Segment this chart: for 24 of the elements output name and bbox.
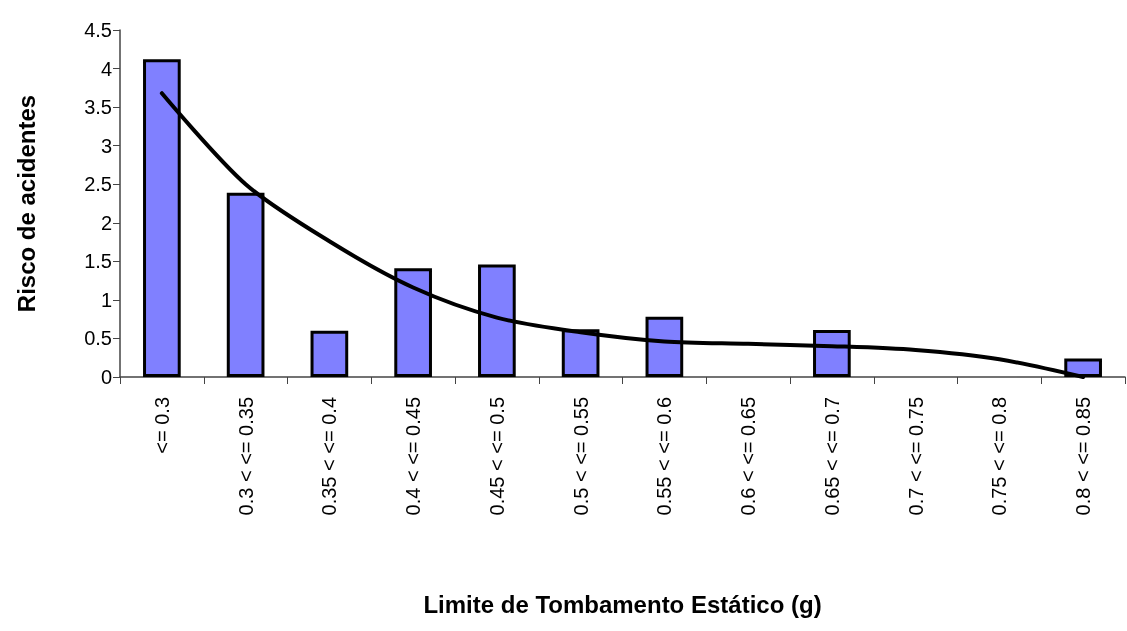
x-tick-label: 0.8 < <= 0.85 (1072, 397, 1095, 516)
y-tick-label: 3.5 (84, 96, 112, 119)
y-axis-title: Risco de acidentes (12, 94, 40, 313)
x-tick-label: 0.75 < <= 0.8 (988, 397, 1011, 516)
y-tick-label: 2.5 (84, 173, 112, 196)
x-tick-label: 0.4 < <= 0.45 (402, 397, 425, 516)
x-tick-label: <= 0.3 (150, 397, 173, 454)
x-tick-label: 0.35 < <= 0.4 (318, 397, 341, 516)
y-tick-label: 3 (100, 134, 112, 157)
y-tick-label: 1 (100, 288, 112, 311)
x-tick-label: 0.65 < <= 0.7 (820, 397, 843, 516)
x-tick-label: 0.3 < <= 0.35 (234, 397, 257, 516)
x-tick-label: 0.6 < <= 0.65 (737, 397, 760, 516)
y-tick-label: 0 (100, 366, 112, 388)
y-tick-label: 0.5 (84, 327, 112, 350)
y-tick-label: 4 (100, 57, 112, 80)
x-tick-label: 0.45 < <= 0.5 (485, 397, 508, 516)
x-tick-label: 0.7 < <= 0.75 (904, 397, 927, 516)
x-axis-title: Limite de Tombamento Estático (g) (423, 590, 822, 618)
y-tick-label: 1.5 (84, 250, 112, 273)
x-tick-label: 0.5 < <= 0.55 (569, 397, 592, 516)
x-tick-label: 0.55 < <= 0.6 (653, 397, 676, 516)
y-tick-label: 2 (100, 211, 112, 234)
y-tick-label: 4.5 (84, 19, 112, 41)
